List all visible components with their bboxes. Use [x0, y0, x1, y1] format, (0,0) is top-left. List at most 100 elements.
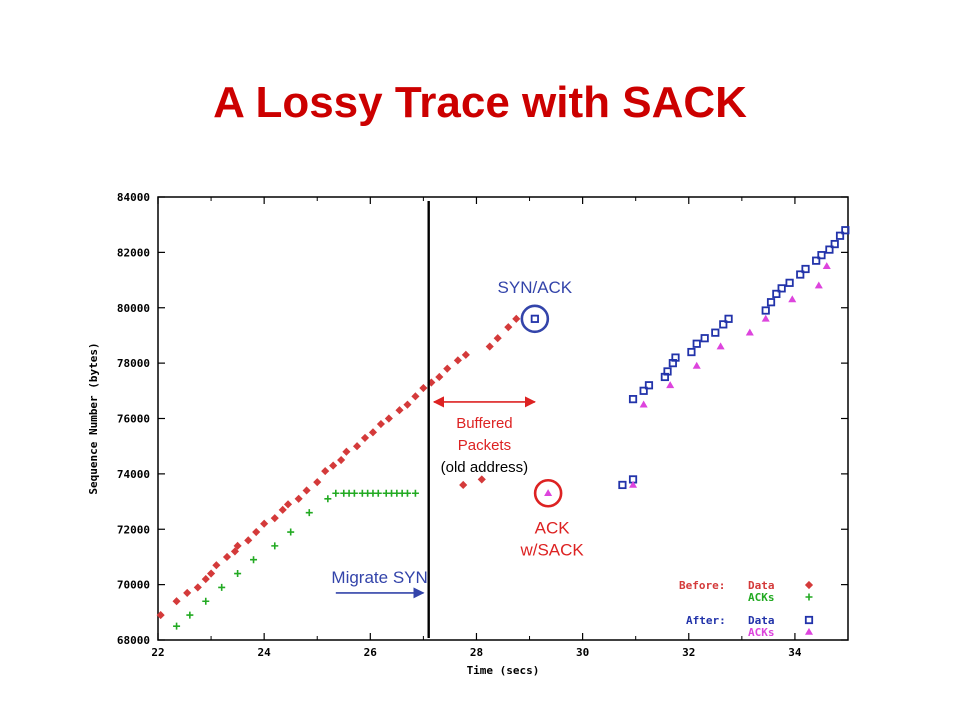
before-data-point [278, 505, 287, 514]
before-acks-point [202, 597, 210, 605]
before-data-point [360, 433, 370, 442]
x-tick-label: 28 [470, 646, 483, 659]
y-tick-label: 78000 [117, 357, 150, 370]
after-data-point [830, 239, 839, 249]
after-data-point [801, 264, 810, 274]
before-data-point [294, 494, 303, 503]
before-data-point [252, 527, 261, 537]
legend-marker [804, 580, 814, 590]
before-acks-point [234, 570, 242, 578]
after-acks-point [544, 489, 553, 497]
after-data-point [700, 334, 709, 343]
after-acks-point [692, 361, 701, 369]
after-acks-point [745, 328, 754, 336]
series-before_acks [173, 489, 419, 630]
y-tick-label: 70000 [117, 579, 150, 592]
y-tick-label: 72000 [117, 523, 150, 536]
after-acks-point [716, 342, 725, 350]
y-tick-label: 82000 [117, 246, 150, 259]
after-acks-point [788, 295, 797, 303]
before-data-point [244, 536, 253, 545]
after-data-point [796, 270, 805, 279]
before-acks-point [403, 489, 411, 497]
before-data-point [376, 419, 385, 429]
before-data-point [443, 364, 452, 373]
before-data-point [459, 480, 468, 490]
before-acks-point [271, 542, 279, 550]
before-data-point [504, 323, 513, 332]
before-data-point [329, 461, 338, 470]
x-tick-label: 22 [151, 646, 164, 659]
before-data-point [403, 400, 412, 409]
before-data-point [313, 478, 322, 487]
before-data-point [453, 356, 462, 365]
before-data-point [342, 447, 351, 456]
after-acks-point [639, 400, 648, 408]
before-data-point [493, 334, 502, 343]
y-tick-label: 74000 [117, 468, 150, 481]
y-axis-title: Sequence Number (bytes) [87, 342, 100, 494]
legend-entry-label: ACKs [748, 626, 775, 639]
before-data-point [212, 561, 221, 570]
after-data-point [817, 251, 826, 260]
legend-marker [804, 627, 814, 635]
before-acks-point [250, 556, 258, 564]
legend-marker [804, 615, 814, 625]
slide-title: A Lossy Trace with SACK [213, 78, 747, 127]
x-tick-label: 26 [364, 646, 378, 659]
after-data-point [618, 480, 627, 490]
after-data-point [724, 314, 733, 323]
legend-entry-label: Data [748, 614, 775, 627]
before-data-point [435, 372, 444, 382]
before-data-point [201, 575, 210, 584]
before-data-point [384, 414, 393, 423]
before-acks-point [287, 528, 295, 536]
before-data-point [485, 342, 494, 351]
after-data-point [530, 314, 539, 323]
before-acks-point [374, 489, 382, 497]
ack-sack-label: ACK [535, 518, 571, 537]
before-data-point [283, 500, 293, 509]
before-acks-point [332, 489, 340, 497]
after-data-point [841, 226, 850, 235]
migrate-syn-label: Migrate SYN [331, 568, 427, 587]
after-data-point [711, 328, 720, 337]
y-tick-label: 80000 [117, 302, 150, 315]
after-data-point [692, 339, 701, 348]
legend-group-label: After: [686, 614, 726, 627]
syn-ack-circle [520, 304, 550, 334]
y-tick-label: 84000 [117, 191, 150, 204]
after-data-point [772, 289, 781, 299]
after-acks-point [666, 381, 675, 389]
before-acks-point [411, 489, 419, 497]
after-data-point [812, 256, 821, 265]
series-before_data [156, 314, 521, 620]
ack-sack-label: w/SACK [519, 540, 584, 559]
buffered-label: Buffered [456, 415, 512, 432]
x-axis-title: Time (secs) [467, 664, 540, 677]
x-tick-label: 30 [576, 646, 589, 659]
after-data-point [628, 395, 638, 404]
syn-ack-label: SYN/ACK [498, 278, 573, 297]
after-data-point [663, 367, 672, 376]
after-acks-point [814, 281, 823, 289]
after-data-point [825, 245, 834, 254]
chart-annotations: SYN/ACK ACK w/SACK Buffered Packets (old addr… [331, 201, 584, 638]
after-acks-point [822, 262, 831, 270]
before-data-point [419, 383, 428, 393]
x-tick-label: 24 [258, 646, 272, 659]
after-data-point [835, 231, 845, 240]
series-after_acks [544, 262, 831, 497]
before-data-point [183, 588, 192, 597]
after-data-point [761, 306, 770, 315]
after-acks-point [761, 314, 770, 322]
before-data-point [270, 514, 279, 523]
before-data-point [337, 455, 346, 465]
after-data-point [644, 381, 654, 390]
before-data-point [368, 428, 378, 437]
ack-sack-circle [533, 478, 563, 508]
before-data-point [352, 442, 362, 451]
series-after_data [530, 226, 850, 490]
before-data-point [321, 467, 330, 476]
after-data-point [785, 278, 794, 287]
